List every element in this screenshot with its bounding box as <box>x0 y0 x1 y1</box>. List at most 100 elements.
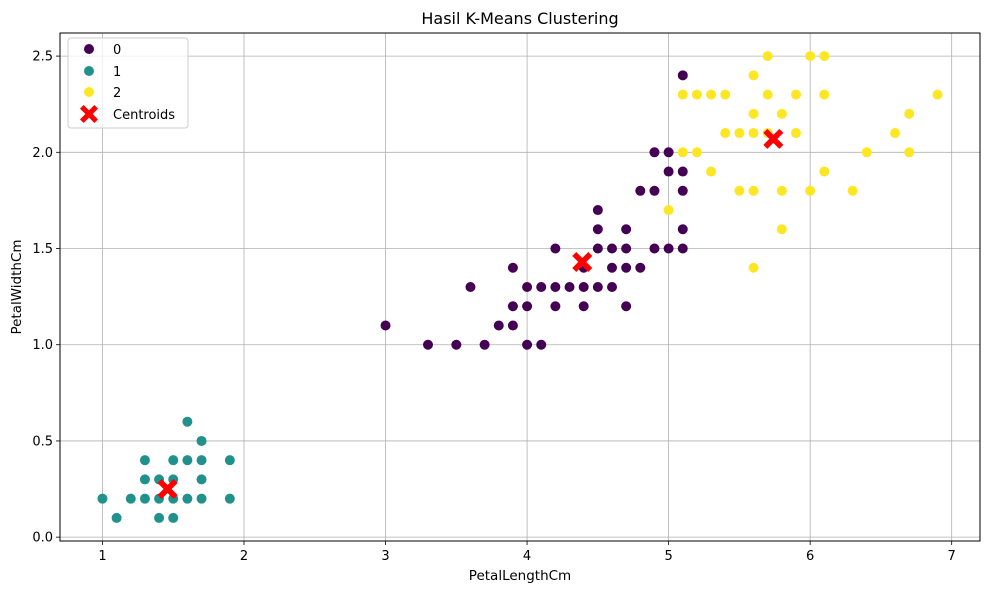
data-point-cluster-2 <box>904 108 915 119</box>
data-point-cluster-2 <box>691 89 702 100</box>
data-point-cluster-1 <box>196 493 207 504</box>
data-point-cluster-1 <box>182 455 193 466</box>
data-point-cluster-2 <box>748 70 759 81</box>
data-point-cluster-0 <box>607 243 617 254</box>
legend-label-cluster-0: 0 <box>113 43 121 58</box>
data-point-cluster-0 <box>578 301 589 312</box>
data-point-cluster-0 <box>522 301 533 312</box>
data-point-cluster-0 <box>479 339 490 350</box>
legend-label-cluster-2: 2 <box>113 86 121 101</box>
data-point-cluster-2 <box>748 128 759 139</box>
legend-marker-cluster-2 <box>84 87 94 97</box>
data-point-cluster-2 <box>819 51 830 62</box>
x-tick-label: 3 <box>381 549 389 564</box>
data-points <box>97 51 943 523</box>
data-point-cluster-2 <box>791 89 801 100</box>
centroid-marker <box>572 251 593 272</box>
data-point-cluster-0 <box>635 262 646 273</box>
x-tick-label: 6 <box>806 549 814 564</box>
data-point-cluster-0 <box>663 166 674 177</box>
data-point-cluster-0 <box>536 339 547 350</box>
data-point-cluster-0 <box>607 282 617 292</box>
data-point-cluster-0 <box>465 282 476 292</box>
data-point-cluster-2 <box>819 89 830 100</box>
legend-marker-cluster-1 <box>84 66 94 76</box>
x-axis-label: PetalLengthCm <box>469 568 571 584</box>
legend-box <box>67 37 189 129</box>
data-point-cluster-2 <box>904 147 915 158</box>
data-point-cluster-0 <box>663 147 674 158</box>
legend-marker-cluster-0 <box>84 44 94 54</box>
x-tick-label: 5 <box>664 549 672 564</box>
data-point-cluster-2 <box>734 128 745 139</box>
y-tick-label: 1.5 <box>32 242 53 257</box>
data-point-cluster-1 <box>224 493 235 504</box>
data-point-cluster-0 <box>507 301 518 312</box>
data-point-cluster-2 <box>776 185 787 196</box>
data-point-cluster-2 <box>748 108 759 119</box>
data-point-cluster-1 <box>111 512 122 523</box>
data-point-cluster-0 <box>592 224 603 235</box>
plot-frame <box>59 32 981 542</box>
data-point-cluster-0 <box>550 301 561 312</box>
data-point-cluster-1 <box>125 493 136 504</box>
data-point-cluster-1 <box>196 435 207 446</box>
data-point-cluster-2 <box>720 89 731 100</box>
data-point-cluster-0 <box>578 282 589 292</box>
data-point-cluster-0 <box>621 262 632 273</box>
data-point-cluster-2 <box>663 205 674 216</box>
data-point-cluster-2 <box>819 166 830 177</box>
centroid-markers <box>157 128 784 500</box>
data-point-cluster-2 <box>706 166 717 177</box>
data-point-cluster-1 <box>224 455 235 466</box>
x-tick-label: 1 <box>98 549 106 564</box>
data-point-cluster-0 <box>451 339 462 350</box>
data-point-cluster-0 <box>522 282 533 292</box>
data-point-cluster-0 <box>621 243 632 254</box>
data-point-cluster-0 <box>507 320 518 331</box>
data-point-cluster-0 <box>592 205 603 216</box>
x-tick-label: 2 <box>240 549 248 564</box>
data-point-cluster-0 <box>677 243 688 254</box>
data-point-cluster-0 <box>380 320 391 331</box>
data-point-cluster-1 <box>182 416 193 427</box>
data-point-cluster-0 <box>677 224 688 235</box>
data-point-cluster-1 <box>139 493 150 504</box>
data-point-cluster-0 <box>507 262 518 273</box>
data-point-cluster-0 <box>621 224 632 235</box>
data-point-cluster-1 <box>168 512 179 523</box>
centroid-marker <box>157 479 178 500</box>
data-point-cluster-0 <box>607 262 617 273</box>
data-point-cluster-2 <box>677 147 688 158</box>
chart-title: Hasil K-Means Clustering <box>421 9 618 28</box>
grid <box>60 33 980 541</box>
data-point-cluster-2 <box>776 108 787 119</box>
legend-label-centroids: Centroids <box>113 108 175 123</box>
centroid-marker <box>763 128 784 149</box>
data-point-cluster-1 <box>168 455 179 466</box>
data-point-cluster-0 <box>493 320 504 331</box>
data-point-cluster-0 <box>649 185 660 196</box>
data-point-cluster-0 <box>677 185 688 196</box>
data-point-cluster-2 <box>720 128 731 139</box>
data-point-cluster-2 <box>805 51 816 62</box>
data-point-cluster-0 <box>550 282 561 292</box>
data-point-cluster-2 <box>847 185 858 196</box>
data-point-cluster-0 <box>677 70 688 81</box>
x-tick-label: 7 <box>948 549 956 564</box>
data-point-cluster-2 <box>677 89 688 100</box>
data-point-cluster-2 <box>748 262 759 273</box>
data-point-cluster-2 <box>748 185 759 196</box>
data-point-cluster-0 <box>564 282 575 292</box>
data-point-cluster-0 <box>522 339 533 350</box>
axis-ticks: 1 2 3 4 5 6 7 0.0 0.5 1.0 1.5 2.0 2.5 <box>32 50 956 564</box>
y-tick-label: 0.0 <box>32 531 53 546</box>
y-tick-label: 2.0 <box>32 146 53 161</box>
data-point-cluster-2 <box>762 89 773 100</box>
data-point-cluster-2 <box>691 147 702 158</box>
data-point-cluster-0 <box>621 301 632 312</box>
data-point-cluster-2 <box>791 128 801 139</box>
data-point-cluster-2 <box>734 185 745 196</box>
